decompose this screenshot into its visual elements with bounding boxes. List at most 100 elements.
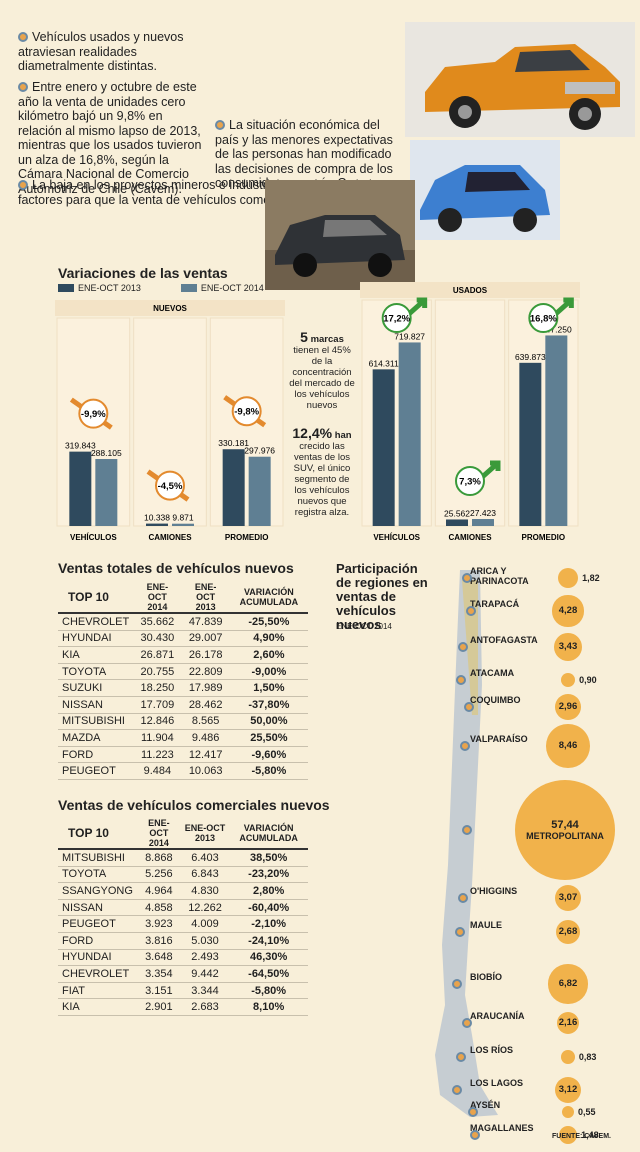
suv-photo	[265, 180, 415, 290]
table-row: MITSUBISHI 12.846 8.565 50,00%	[58, 713, 308, 731]
brand-cell: SUZUKI	[58, 679, 134, 697]
bar-camiones-2013	[446, 519, 468, 526]
region-label: ATACAMA	[470, 668, 515, 678]
value-cell: 9.484	[133, 762, 182, 780]
value-cell: 8.565	[181, 713, 230, 731]
region-value: 1,48	[581, 1129, 599, 1140]
value-cell: 2.901	[136, 998, 181, 1016]
map-title: Participación de regiones en ventas de v…	[336, 561, 428, 632]
table-row: KIA 26.871 26.178 2,60%	[58, 646, 308, 664]
value-cell: -25,50%	[229, 613, 308, 631]
value-cell: -5,80%	[229, 762, 308, 780]
region-label: LOS RÍOS	[470, 1045, 514, 1055]
column-header: TOP 10	[58, 582, 134, 614]
value-cell: 6.403	[180, 849, 230, 867]
bar-value-label: 288.105	[91, 448, 122, 458]
brand-cell: FORD	[58, 746, 134, 764]
value-cell: 22.809	[181, 663, 230, 681]
region-value: 0,83	[578, 1051, 597, 1062]
region-bubble: 2,68	[555, 919, 581, 945]
value-cell: 2,80%	[229, 882, 308, 900]
chart-usados: USADOS 614.311 719.827 VEHÍCULOS 17,2% 25.562…	[360, 282, 580, 542]
brand-cell: PEUGEOT	[58, 762, 134, 780]
value-cell: -9,00%	[229, 663, 308, 681]
table-row: NISSAN 4.858 12.262 -60,40%	[58, 899, 308, 917]
region-marker-icon	[456, 1052, 466, 1062]
value-cell: -2,10%	[229, 915, 308, 933]
value-cell: 6.843	[180, 866, 230, 884]
value-cell: 3.354	[136, 965, 181, 983]
table-row: PEUGEOT 3.923 4.009 -2,10%	[58, 915, 308, 933]
bar-promedio-2014	[545, 335, 568, 526]
region-marker-icon	[464, 702, 474, 712]
value-cell: 4.964	[136, 882, 181, 900]
brand-cell: MITSUBISHI	[58, 713, 134, 731]
region-name: METROPOLITANA	[526, 831, 604, 841]
column-header: ENE-OCT 2014	[133, 582, 182, 614]
table-header-row: TOP 10 ENE-OCT 2014 ENE-OCT 2013 VARIACIÓN …	[58, 582, 308, 614]
change-badge	[231, 396, 262, 427]
region-marker-icon	[462, 825, 472, 835]
intro-bullet-1: Vehículos usados y nuevos atraviesan rea…	[18, 30, 184, 73]
table-row: HYUNDAI 30.430 29.007 4,90%	[58, 630, 308, 648]
region-marker-icon	[458, 642, 468, 652]
table-row: SSANGYONG 4.964 4.830 2,80%	[58, 882, 308, 900]
value-cell: -5,80%	[229, 982, 308, 1000]
region-bubble: 57,44 METROPOLITANA	[515, 780, 615, 880]
legend-label-2014: ENE-OCT 2014	[200, 283, 264, 293]
value-cell: 4.858	[136, 899, 181, 917]
hatchback-photo	[410, 140, 560, 240]
brand-cell: SSANGYONG	[58, 882, 137, 900]
region-label: O'HIGGINS	[470, 886, 518, 896]
column-header: VARIACIÓN ACUMULADA	[229, 818, 308, 850]
value-cell: 3.923	[136, 915, 181, 933]
region-value: 1,82	[582, 572, 600, 583]
region-label: TARAPACÁ	[470, 599, 520, 609]
brand-cell: FIAT	[58, 982, 137, 1000]
bar-vehículos-2014	[398, 342, 421, 526]
brand-cell: TOYOTA	[58, 866, 137, 884]
bullet-icon	[18, 82, 28, 92]
change-badge	[455, 466, 485, 497]
region-label: ARAUCANÍA	[470, 1011, 525, 1021]
table-row: FORD 11.223 12.417 -9,60%	[58, 746, 308, 764]
region-marker-icon	[452, 1085, 462, 1095]
column-header: VARIACIÓN ACUMULADA	[229, 582, 308, 614]
region-label: MAULE	[470, 920, 502, 930]
chart-column-bg	[56, 317, 131, 527]
value-cell: 12.846	[133, 713, 182, 731]
table-row: NISSAN 17.709 28.462 -37,80%	[58, 696, 308, 714]
category-label: CAMIONES	[448, 533, 492, 542]
pickup-truck-photo	[405, 22, 635, 137]
value-cell: 47.839	[181, 613, 230, 631]
note-marcas: 5 marcas tienen el 45% de la concentraci…	[289, 329, 355, 411]
table-row: FORD 3.816 5.030 -24,10%	[58, 932, 308, 950]
brand-cell: PEUGEOT	[58, 915, 137, 933]
category-label: CAMIONES	[148, 533, 192, 542]
bar-value-label: 719.827	[394, 331, 425, 341]
brand-cell: HYUNDAI	[58, 630, 134, 648]
value-cell: -9,60%	[229, 746, 308, 764]
value-cell: -64,50%	[229, 965, 308, 983]
region-marker-icon	[462, 573, 472, 583]
value-cell: 2.493	[180, 949, 230, 967]
table-row: MAZDA 11.904 9.486 25,50%	[58, 729, 308, 747]
brand-cell: CHEVROLET	[58, 965, 137, 983]
value-cell: 3.344	[180, 982, 230, 1000]
value-cell: 3.648	[136, 949, 181, 967]
table-row: KIA 2.901 2.683 8,10%	[58, 998, 308, 1016]
value-cell: 4.009	[180, 915, 230, 933]
bullet-icon	[215, 120, 225, 130]
value-cell: 29.007	[181, 630, 230, 648]
brand-cell: CHEVROLET	[58, 613, 134, 631]
change-badge	[381, 303, 412, 333]
brand-cell: FORD	[58, 932, 137, 950]
value-cell: -23,20%	[229, 866, 308, 884]
bar-camiones-2014	[472, 519, 494, 526]
value-cell: 8.868	[136, 849, 181, 867]
table1-title: Ventas totales de vehículos nuevos	[58, 560, 294, 576]
table-row: CHEVROLET 35.662 47.839 -25,50%	[58, 613, 308, 631]
change-label: 16,8%	[530, 314, 557, 325]
brand-cell: KIA	[58, 998, 137, 1016]
value-cell: 9.442	[180, 965, 230, 983]
